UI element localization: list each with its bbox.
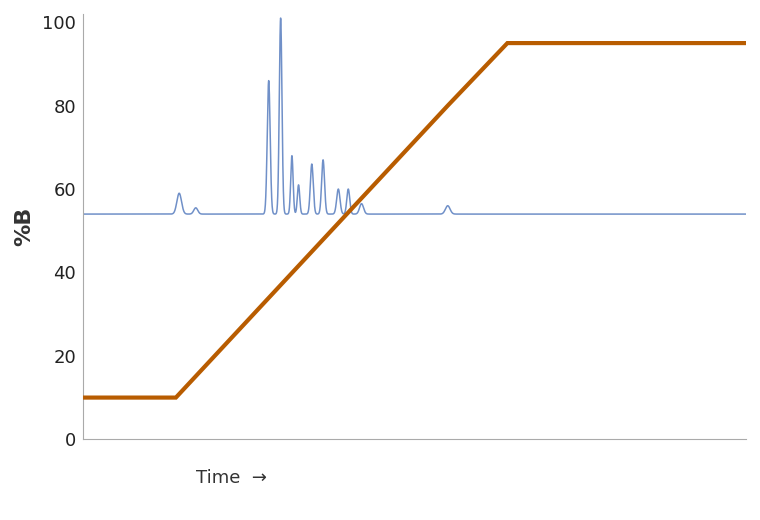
- Text: Time  →: Time →: [196, 469, 267, 487]
- Y-axis label: %B: %B: [14, 207, 34, 246]
